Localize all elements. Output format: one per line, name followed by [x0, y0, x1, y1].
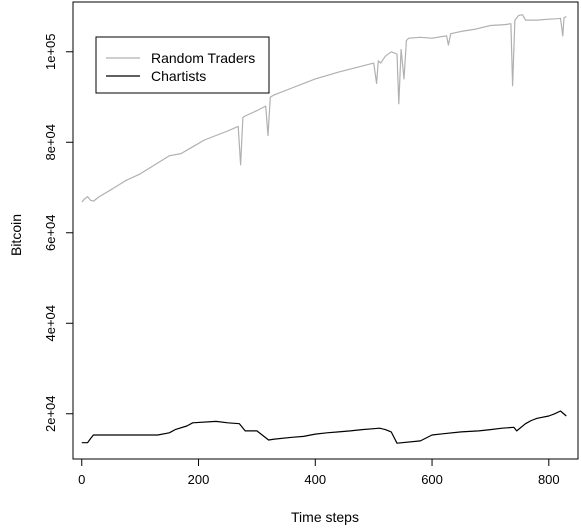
- y-axis: 2e+04 4e+04 6e+04 8e+04 1e+05: [43, 34, 73, 432]
- y-tick-label: 6e+04: [43, 215, 58, 252]
- y-axis-label: Bitcoin: [8, 214, 24, 256]
- x-tick-label: 600: [421, 472, 443, 487]
- y-tick-label: 1e+05: [43, 34, 58, 71]
- x-axis: 0 200 400 600 800: [78, 459, 560, 487]
- y-tick-label: 4e+04: [43, 305, 58, 342]
- series-line-random-traders: [81, 14, 567, 203]
- y-tick-label: 8e+04: [43, 124, 58, 161]
- x-tick-label: 0: [78, 472, 85, 487]
- legend-label-random-traders: Random Traders: [151, 50, 255, 66]
- legend: Random Traders Chartists: [95, 36, 270, 94]
- y-tick-label: 2e+04: [43, 395, 58, 432]
- x-tick-label: 400: [304, 472, 326, 487]
- series-layer: [81, 14, 567, 444]
- x-axis-label: Time steps: [291, 509, 359, 525]
- x-tick-label: 800: [538, 472, 560, 487]
- x-tick-label: 200: [188, 472, 210, 487]
- legend-box: [95, 36, 270, 94]
- series-line-chartists: [81, 410, 567, 444]
- plot-frame: [72, 1, 579, 460]
- legend-label-chartists: Chartists: [151, 68, 206, 84]
